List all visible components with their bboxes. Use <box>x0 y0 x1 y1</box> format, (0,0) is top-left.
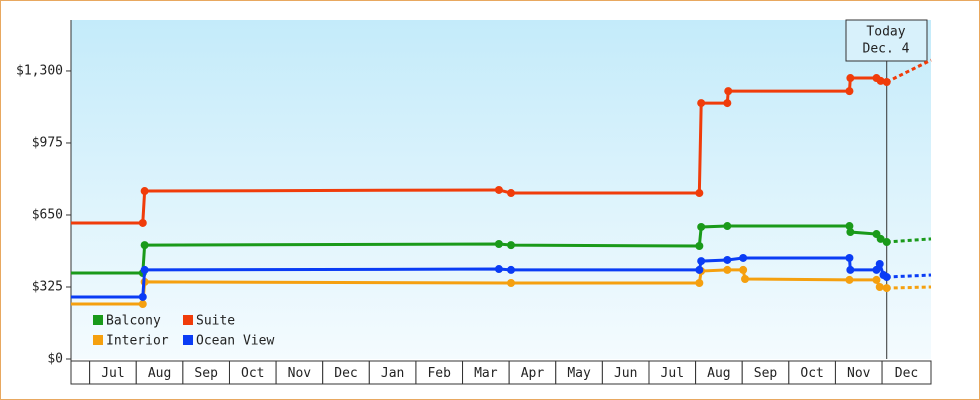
point <box>723 99 732 108</box>
projection-line <box>886 58 932 84</box>
x-tick-label: Jul <box>661 366 684 381</box>
point <box>695 189 704 198</box>
x-tick-label: Sep <box>194 366 218 381</box>
x-tick-label: Apr <box>521 366 545 381</box>
point <box>723 222 732 231</box>
point <box>882 284 891 293</box>
point <box>846 228 855 237</box>
point <box>723 265 732 274</box>
point <box>138 300 147 309</box>
point <box>872 265 881 274</box>
point <box>875 282 884 291</box>
x-tick-label: Aug <box>707 366 730 381</box>
point <box>876 76 885 85</box>
point <box>140 265 149 274</box>
point <box>872 275 881 284</box>
point <box>140 241 149 250</box>
x-tick-label: Oct <box>241 366 264 381</box>
y-tick-label: $975 <box>32 135 63 150</box>
x-tick-label: Mar <box>474 366 498 381</box>
point <box>882 238 891 247</box>
point <box>876 234 885 243</box>
point <box>138 218 147 227</box>
x-tick-label: Dec <box>895 366 918 381</box>
point <box>507 189 516 198</box>
point <box>845 222 854 231</box>
point <box>882 273 891 282</box>
point <box>845 87 854 96</box>
point <box>507 265 516 274</box>
point <box>507 241 516 250</box>
point <box>846 265 855 274</box>
y-tick-label: $325 <box>32 279 63 294</box>
point <box>140 187 149 196</box>
y-tick-label: $1,300 <box>16 63 63 78</box>
x-tick-label: Nov <box>288 366 312 381</box>
point <box>695 265 704 274</box>
x-tick-label: Jul <box>101 366 124 381</box>
point <box>695 242 704 250</box>
projection-line <box>886 273 932 279</box>
point <box>724 87 733 96</box>
point <box>882 78 891 87</box>
x-tick-label: Dec <box>334 366 357 381</box>
x-month-box <box>881 360 932 385</box>
projection-line <box>886 285 932 290</box>
series-line <box>71 76 887 225</box>
x-tick-label: Jun <box>614 366 637 381</box>
today-label: Today <box>866 25 905 40</box>
point <box>695 279 704 288</box>
x-month-box <box>70 360 91 385</box>
legend-label: Suite <box>196 314 235 329</box>
legend-swatch <box>93 315 103 325</box>
point <box>138 292 147 301</box>
today-box <box>845 19 928 62</box>
point <box>845 253 854 262</box>
point <box>494 265 503 274</box>
today-date: Dec. 4 <box>863 42 910 57</box>
x-tick-label: Nov <box>847 366 871 381</box>
projection-line <box>886 237 932 244</box>
legend-swatch <box>183 335 193 345</box>
point <box>507 279 516 288</box>
legend-swatch <box>183 315 193 325</box>
point <box>697 222 706 231</box>
legend-label: Interior <box>106 334 169 349</box>
y-tick-label: $650 <box>32 207 63 222</box>
point <box>875 259 884 268</box>
x-tick-label: Aug <box>148 366 171 381</box>
point <box>494 185 503 194</box>
x-tick-label: Oct <box>800 366 823 381</box>
point <box>697 257 706 266</box>
point <box>723 255 732 264</box>
point <box>845 275 854 284</box>
legend-swatch <box>93 335 103 345</box>
x-tick-label: Feb <box>427 366 451 381</box>
point <box>739 253 748 262</box>
legend-label: Balcony <box>106 314 161 329</box>
x-tick-label: May <box>567 366 591 381</box>
y-tick-label: $0 <box>47 352 63 367</box>
point <box>739 265 748 274</box>
point <box>741 275 750 284</box>
point <box>697 99 706 108</box>
x-tick-label: Jan <box>381 366 404 381</box>
x-tick-label: Sep <box>754 366 778 381</box>
point <box>846 74 855 83</box>
point <box>494 240 503 249</box>
legend-label: Ocean View <box>196 334 274 349</box>
